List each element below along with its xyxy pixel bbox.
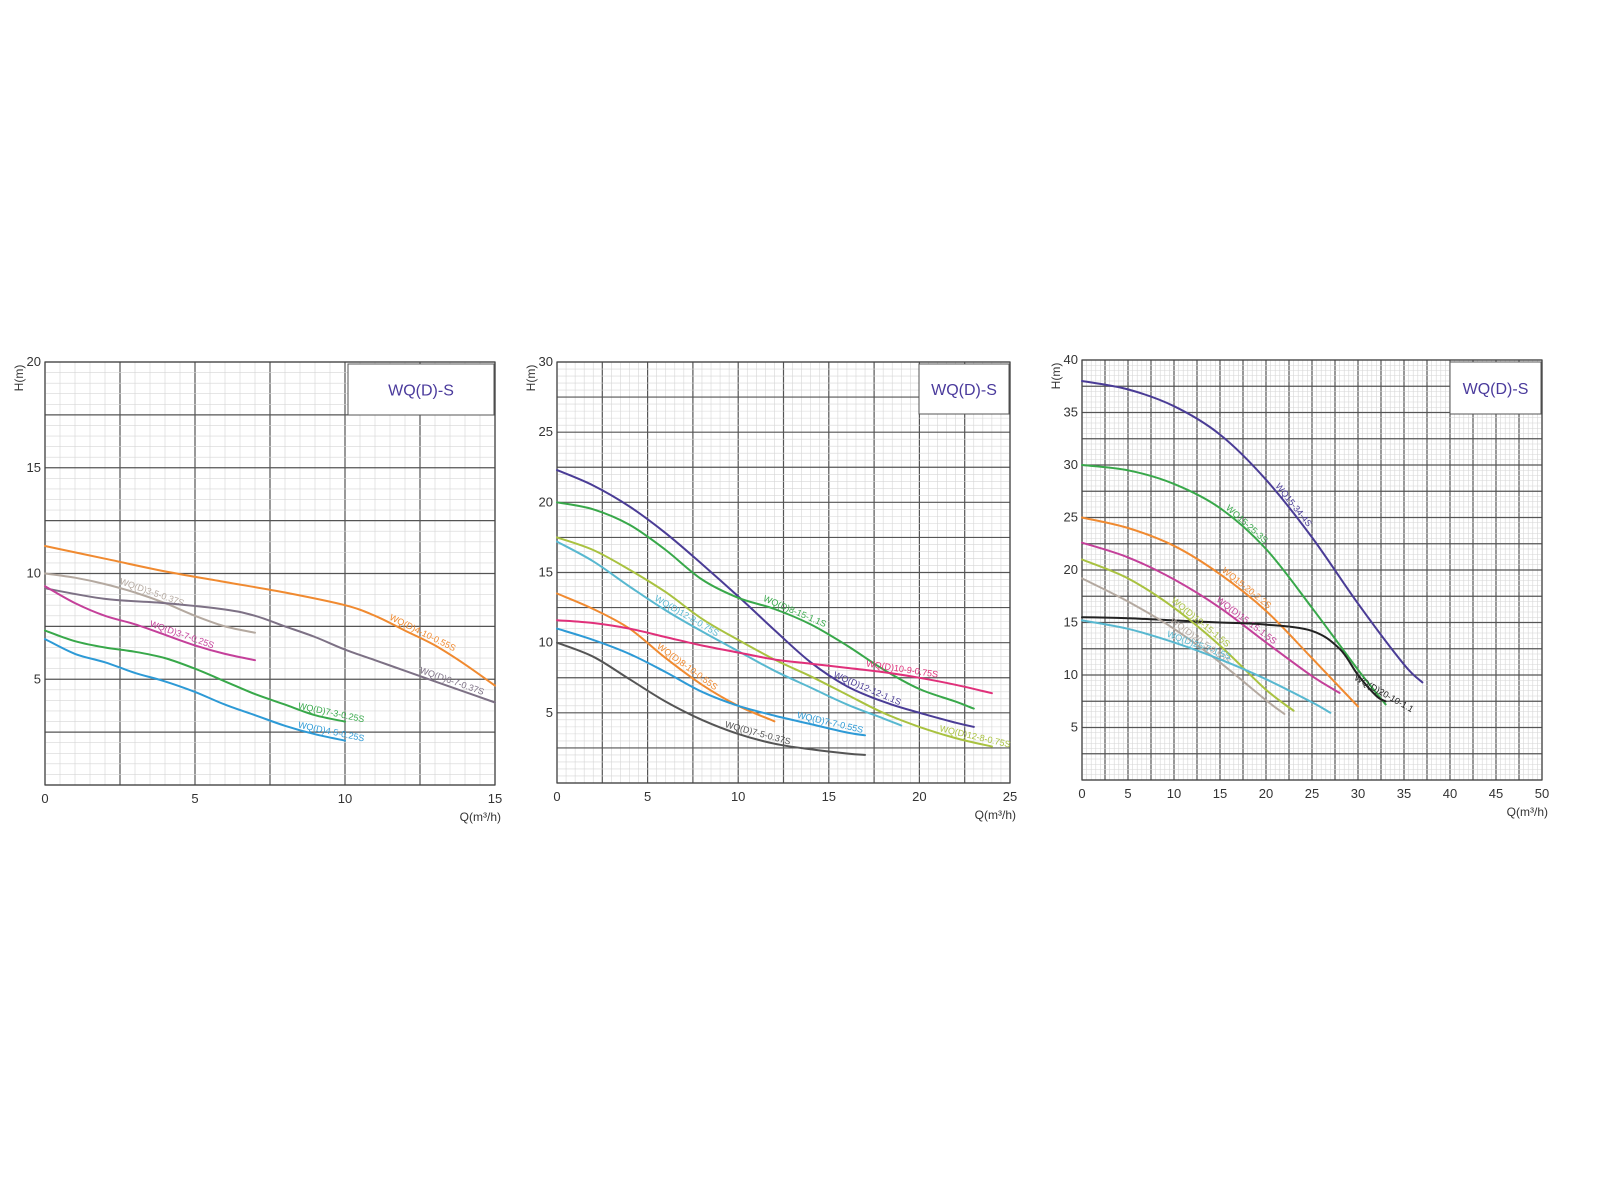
series-line (44, 587, 496, 704)
y-tick-label: 25 (1064, 510, 1078, 525)
x-tick-label: 50 (1535, 786, 1549, 801)
x-tick-label: 0 (1078, 786, 1085, 801)
series-line (44, 585, 256, 662)
series-line (1081, 577, 1286, 715)
title-box (347, 363, 495, 416)
series-line (44, 638, 346, 742)
series-line (1081, 541, 1341, 694)
chart-title: WQ(D)-S (388, 383, 454, 400)
plot-frame (1081, 359, 1543, 781)
series-label: WQ(D)3-7-0.25S (148, 619, 215, 651)
chart-title: WQ(D)-S (1463, 381, 1529, 398)
y-tick-label: 25 (539, 424, 553, 439)
series-line (556, 469, 975, 728)
y-tick-label: 10 (539, 635, 553, 650)
y-tick-label: 20 (1064, 562, 1078, 577)
x-tick-label: 35 (1397, 786, 1411, 801)
x-tick-label: 10 (731, 789, 745, 804)
series-line (1081, 616, 1387, 703)
x-tick-label: 45 (1489, 786, 1503, 801)
x-tick-label: 10 (338, 791, 352, 806)
series-label: WQ(D)12-8-0.75S (653, 593, 721, 638)
title-box (1449, 361, 1542, 415)
x-tick-label: 40 (1443, 786, 1457, 801)
series-line (1081, 516, 1359, 708)
x-tick-label: 5 (644, 789, 651, 804)
y-tick-label: 15 (27, 460, 41, 475)
x-tick-label: 25 (1305, 786, 1319, 801)
series-line (556, 641, 866, 756)
y-tick-label: 5 (34, 671, 41, 686)
x-tick-label: 0 (553, 789, 560, 804)
y-tick-label: 30 (539, 354, 553, 369)
series-line (1081, 619, 1332, 714)
x-tick-label: 5 (1124, 786, 1131, 801)
x-axis-label: Q(m³/h) (975, 808, 1016, 822)
x-tick-label: 15 (1213, 786, 1227, 801)
x-tick-label: 15 (488, 791, 502, 806)
chart-wq-s-15: 0 5 10 15 5 10 15 20 Q(m³/h) H(m) WQ(D)-S WQ(D)4-10… (0, 345, 530, 855)
series-line (1081, 464, 1387, 706)
x-tick-label: 5 (191, 791, 198, 806)
series-line (44, 629, 346, 723)
y-tick-label: 20 (539, 494, 553, 509)
y-tick-label: 15 (1064, 615, 1078, 630)
chart-title: WQ(D)-S (931, 382, 997, 399)
x-tick-label: 20 (912, 789, 926, 804)
y-tick-label: 5 (546, 705, 553, 720)
series-label: WQ(D)4-10-0.55S (388, 612, 457, 653)
series-label: WQ(D)4-5-0.25S (297, 720, 365, 744)
series-line (556, 501, 975, 710)
y-tick-label: 40 (1064, 352, 1078, 367)
series-label: WQ(D)10-9-0.75S (866, 659, 939, 680)
y-tick-label: 10 (1064, 667, 1078, 682)
x-axis-label: Q(m³/h) (1507, 805, 1548, 819)
y-tick-label: 5 (1071, 720, 1078, 735)
chart-wq-s-25: 0 5 10 15 20 25 5 10 15 20 25 30 Q(m³/h) H(m) WQ(D)-S W… (524, 345, 1060, 855)
x-tick-label: 25 (1003, 789, 1017, 804)
chart-wq-s-50: 0 5 10 15 20 25 30 35 40 45 50 5 10 15 20 25 30 35 40 Q(m³/… (1049, 345, 1600, 855)
x-tick-label: 20 (1259, 786, 1273, 801)
x-axis-label: Q(m³/h) (460, 810, 501, 824)
series-label: WQ(D)20-10-1.1 (1353, 673, 1416, 715)
chart-svg: 0 5 10 15 5 10 15 20 Q(m³/h) H(m) WQ(D)-S WQ(D)4-10… (12, 354, 502, 824)
y-tick-label: 10 (27, 566, 41, 581)
y-tick-label: 15 (539, 565, 553, 580)
y-tick-label: 20 (27, 354, 41, 369)
grid (1081, 359, 1543, 781)
series-line (44, 572, 256, 634)
y-axis-label: H(m) (1049, 363, 1063, 390)
series-line (44, 545, 496, 687)
x-tick-label: 30 (1351, 786, 1365, 801)
grid (44, 361, 496, 786)
y-tick-label: 35 (1064, 405, 1078, 420)
y-tick-label: 30 (1064, 457, 1078, 472)
y-axis-label: H(m) (524, 365, 538, 392)
chart-svg: 0 5 10 15 20 25 30 35 40 45 50 5 10 15 20 25 30 35 40 Q(m³/… (1049, 352, 1549, 819)
x-tick-label: 10 (1167, 786, 1181, 801)
title-box (918, 363, 1010, 415)
x-tick-label: 15 (822, 789, 836, 804)
series-label: WQ15-25-3S (1224, 503, 1270, 545)
series-line (556, 627, 866, 737)
x-tick-label: 0 (41, 791, 48, 806)
plot-frame (556, 361, 1011, 784)
series-line (556, 540, 903, 727)
series-line (1081, 380, 1424, 684)
series-label: WQ(D)6-7-0.37S (419, 665, 486, 697)
chart-svg: 0 5 10 15 20 25 5 10 15 20 25 30 Q(m³/h) H(m) WQ(D)-S W… (524, 354, 1017, 822)
y-axis-label: H(m) (12, 365, 26, 392)
series-label: WQ(D)8-15-1.1S (762, 593, 828, 629)
series-line (556, 619, 993, 695)
series-line (1081, 558, 1295, 712)
